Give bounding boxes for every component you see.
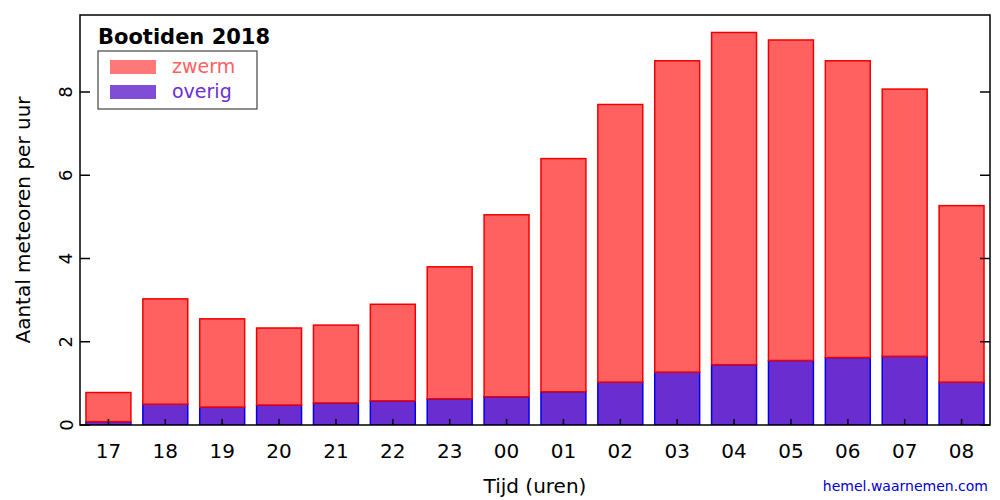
x-tick-label: 04 (721, 439, 746, 463)
legend-box (98, 51, 257, 109)
y-tick (980, 424, 990, 426)
x-tick (620, 419, 622, 425)
bar (200, 407, 245, 425)
x-tick-label: 06 (835, 439, 860, 463)
x-tick-label: 08 (949, 439, 974, 463)
bar (712, 365, 757, 425)
bar (541, 159, 586, 392)
bar (882, 356, 927, 425)
bar (882, 89, 927, 356)
bar (427, 267, 472, 399)
x-tick-label: 20 (266, 439, 291, 463)
legend-label: zwerm (172, 55, 235, 77)
y-tick (980, 91, 990, 93)
legend: zwerm overig (98, 51, 257, 109)
x-tick (449, 419, 451, 425)
x-tick-label: 21 (323, 439, 348, 463)
x-tick (847, 419, 849, 425)
bars (86, 32, 984, 425)
x-axis-label: Tijd (uren) (483, 474, 587, 498)
bar (86, 393, 131, 422)
bar (484, 215, 529, 397)
plot-frame (80, 15, 990, 425)
y-tick-label: 8 (56, 86, 77, 97)
x-tick (961, 419, 963, 425)
source: hemel.waarnemen.com (823, 478, 988, 494)
x-tick (563, 419, 565, 425)
bar (143, 404, 188, 425)
x-tick-label: 03 (664, 439, 689, 463)
x-tick (790, 419, 792, 425)
y-tick-label: 0 (56, 419, 77, 430)
x-tick (676, 419, 678, 425)
bar (313, 325, 358, 403)
bar (484, 397, 529, 425)
chart: 0246817181920212223000102030405060708Tij… (0, 0, 1000, 500)
y-tick (80, 424, 90, 426)
bar (825, 61, 870, 358)
x-tick (108, 419, 110, 425)
bar (825, 358, 870, 425)
x-tick (392, 419, 394, 425)
x-tick-label: 07 (892, 439, 917, 463)
x-tick-label: 19 (209, 439, 234, 463)
x-tick-label: 18 (153, 439, 178, 463)
y-tick (980, 341, 990, 343)
y-tick (980, 175, 990, 177)
legend-swatch (110, 60, 156, 74)
x-tick-label: 23 (437, 439, 462, 463)
x-tick-label: 17 (96, 439, 121, 463)
legend-swatch (110, 85, 156, 99)
x-tick (165, 419, 167, 425)
y-tick (80, 91, 90, 93)
y-tick (80, 175, 90, 177)
x-tick-label: 22 (380, 439, 405, 463)
title: Bootiden 2018 (98, 25, 270, 49)
x-tick (904, 419, 906, 425)
x-tick (733, 419, 735, 425)
bar (313, 403, 358, 425)
y-tick-label: 2 (56, 336, 77, 347)
bar (655, 372, 700, 425)
x-tick-label: 01 (551, 439, 576, 463)
x-tick (278, 419, 280, 425)
bar (598, 104, 643, 382)
x-tick-label: 00 (494, 439, 519, 463)
bar (370, 304, 415, 401)
bar (257, 328, 302, 405)
x-tick (221, 419, 223, 425)
legend-label: overig (172, 80, 232, 102)
bar (655, 61, 700, 372)
bar (541, 392, 586, 425)
bar (370, 401, 415, 425)
bar (143, 299, 188, 404)
y-tick (980, 258, 990, 260)
bar (427, 399, 472, 425)
x-tick (335, 419, 337, 425)
x-tick-label: 05 (778, 439, 803, 463)
x-tick-label: 02 (608, 439, 633, 463)
bar (939, 206, 984, 382)
bar (598, 382, 643, 425)
y-axis-label: Aantal meteoren per uur (11, 96, 35, 344)
y-tick-label: 4 (56, 253, 77, 264)
bar (768, 40, 813, 361)
bar (712, 32, 757, 364)
x-tick (506, 419, 508, 425)
y-tick (80, 341, 90, 343)
bar (257, 405, 302, 425)
bar (939, 382, 984, 425)
y-tick (80, 258, 90, 260)
bar (200, 319, 245, 407)
y-tick-label: 6 (56, 170, 77, 181)
bar (768, 360, 813, 425)
